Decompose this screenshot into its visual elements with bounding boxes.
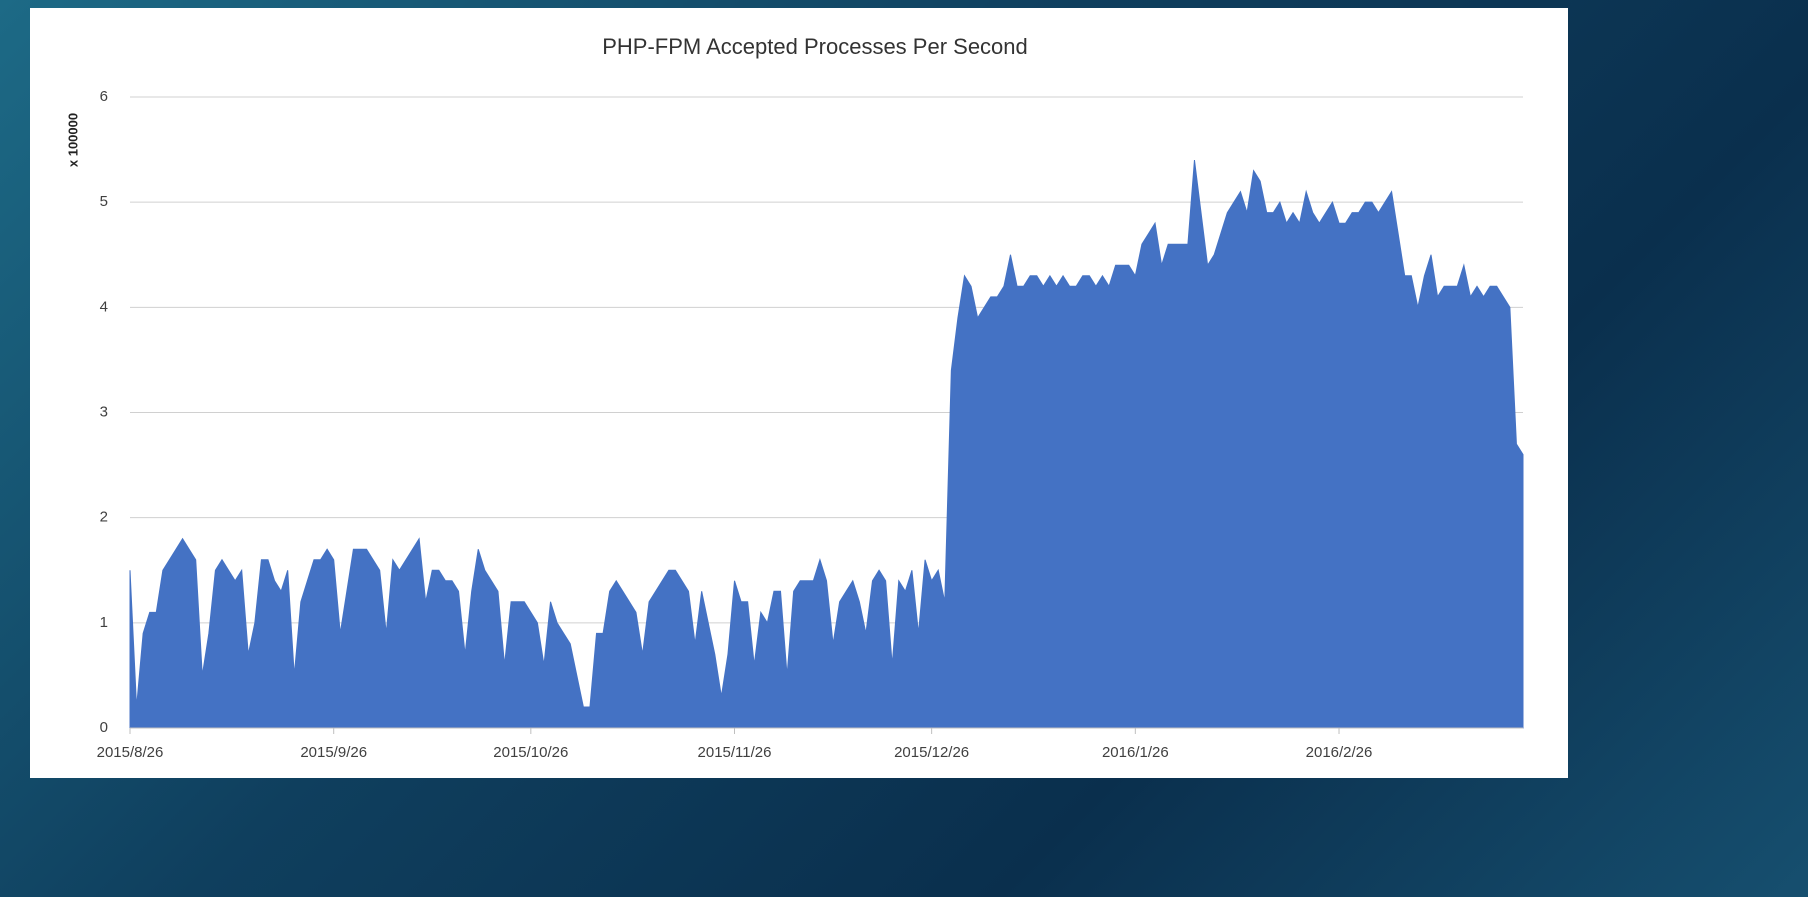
y-tick-label: 3 bbox=[100, 403, 108, 420]
x-tick-label: 2015/12/26 bbox=[894, 744, 969, 761]
y-axis-label: x 100000 bbox=[65, 113, 80, 167]
x-tick-label: 2015/8/26 bbox=[97, 744, 164, 761]
x-tick-label: 2016/2/26 bbox=[1306, 744, 1373, 761]
y-tick-label: 0 bbox=[100, 719, 108, 736]
x-tick-label: 2015/9/26 bbox=[300, 744, 367, 761]
y-tick-label: 2 bbox=[100, 509, 108, 526]
x-tick-label: 2015/10/26 bbox=[493, 744, 568, 761]
y-tick-label: 5 bbox=[100, 193, 108, 210]
y-tick-label: 6 bbox=[100, 88, 108, 105]
x-tick-label: 2015/11/26 bbox=[698, 744, 772, 761]
area bbox=[129, 160, 1524, 729]
x-tick-label: 2016/1/26 bbox=[1102, 744, 1169, 761]
y-tick-label: 1 bbox=[100, 614, 108, 631]
chart-title: PHP-FPM Accepted Processes Per Second bbox=[602, 34, 1028, 59]
y-tick-label: 4 bbox=[100, 298, 108, 315]
